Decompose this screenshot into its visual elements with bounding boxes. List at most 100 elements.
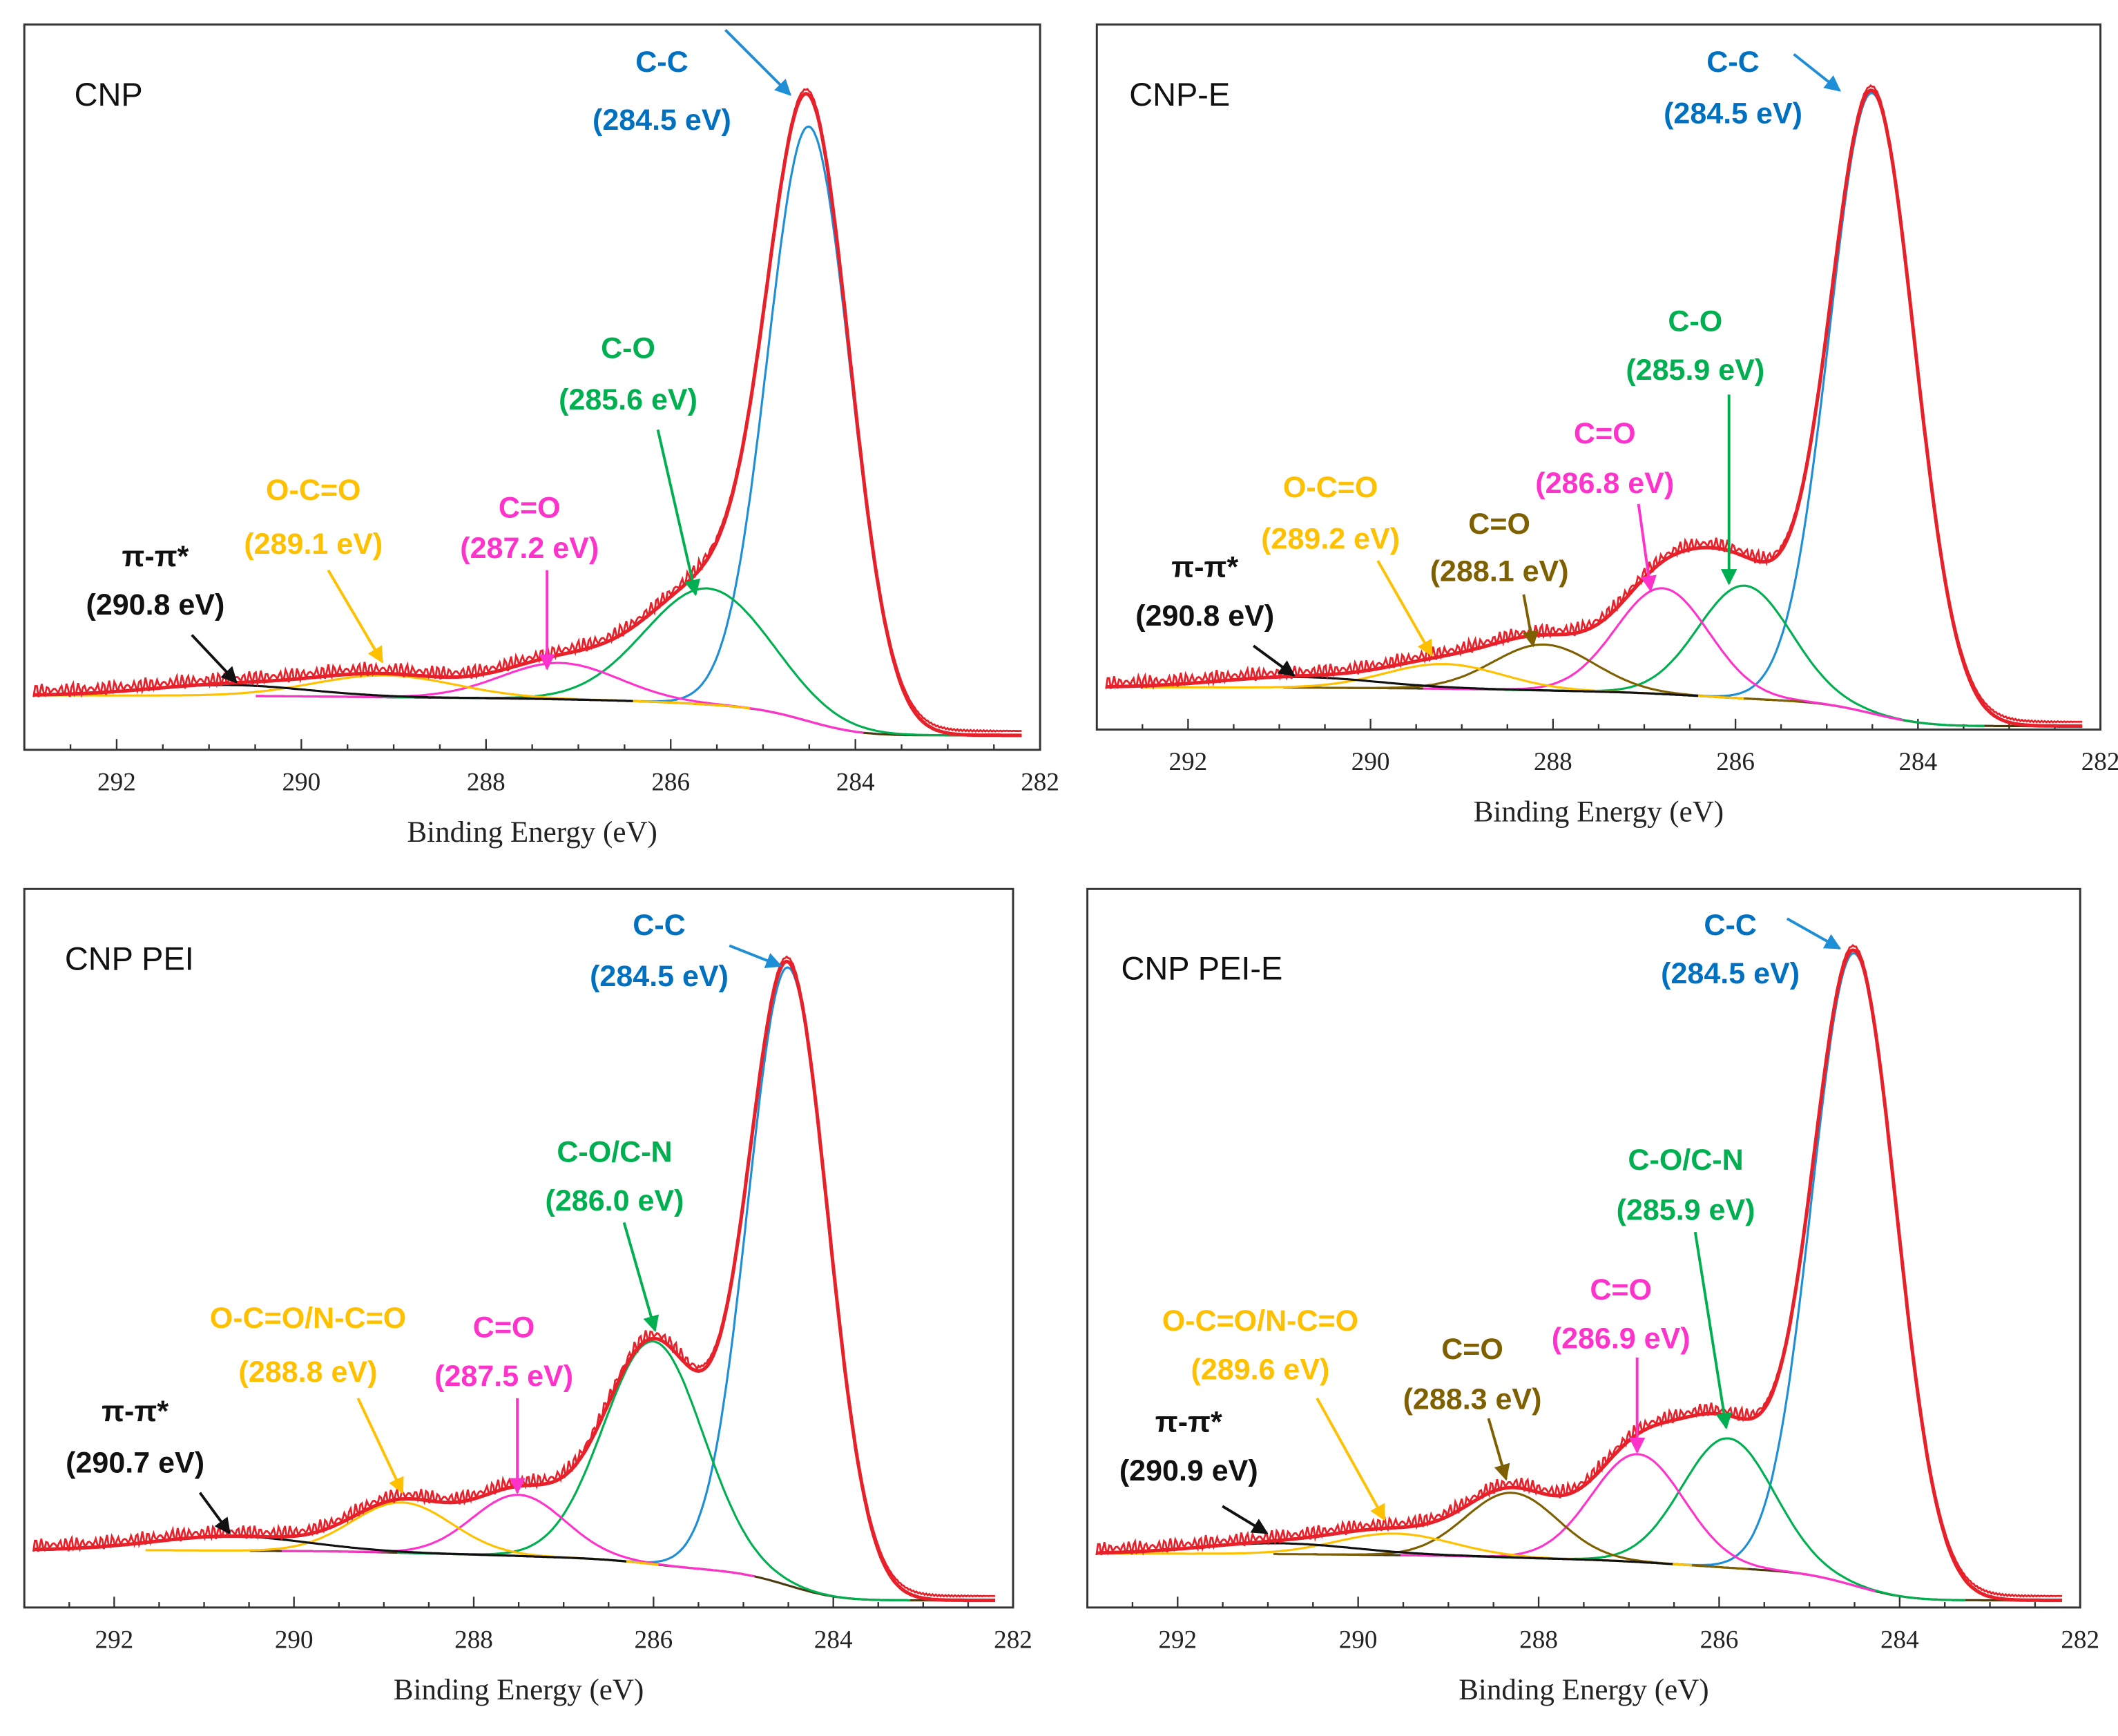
x-tick-label: 282: [2061, 1626, 2099, 1655]
component-curve: [256, 662, 864, 734]
background-line: [1313, 1553, 2063, 1602]
panel-3: 292 290 288 286 284 282 Binding Energy (eV) CNP…: [1086, 887, 2099, 1706]
peak-arrow: [1786, 917, 1842, 950]
peak-energy-label: (285.6 eV): [559, 383, 697, 416]
peak-arrow: [1693, 1231, 1733, 1430]
raw-data-line: [32, 955, 995, 1598]
x-tick-label: 290: [1339, 1626, 1378, 1655]
peak-label: C=O: [1468, 508, 1530, 541]
x-tick-label: 282: [2081, 748, 2118, 776]
panel-title: CNP-E: [1129, 77, 1230, 113]
x-tick-label: 284: [814, 1626, 853, 1655]
peak-energy-label: (290.9 eV): [1119, 1454, 1258, 1487]
peak-label: C=O: [499, 491, 561, 524]
panel-0: 292 290 288 286 284 282 Binding Energy (eV) CNP…: [23, 23, 1059, 849]
peak-label: π-π*: [1171, 550, 1238, 584]
x-axis-label: Binding Energy (eV): [394, 1674, 644, 1706]
peak-arrow: [1376, 560, 1434, 657]
x-tick-label: 292: [1158, 1626, 1197, 1655]
peak-arrow: [622, 1222, 660, 1333]
component-curve: [1423, 587, 1904, 722]
envelope-line: [33, 959, 995, 1603]
peak-label: O-C=O/N-C=O: [1162, 1304, 1358, 1338]
component-curve: [1490, 1437, 1966, 1601]
raw-data-line: [32, 88, 1022, 733]
peak-energy-label: (287.2 eV): [460, 532, 599, 565]
peak-label: O-C=O/N-C=O: [210, 1302, 406, 1335]
peak-label: C=O: [1441, 1333, 1503, 1366]
x-tick-label: 288: [454, 1626, 493, 1655]
peak-energy-label: (288.8 eV): [239, 1356, 378, 1389]
panel-title: CNP: [75, 77, 143, 113]
peak-label: C-O: [601, 332, 655, 365]
peak-arrow: [1316, 1397, 1386, 1521]
peak-label: π-π*: [102, 1395, 169, 1428]
peak-arrow: [724, 28, 791, 96]
x-tick-label: 282: [1021, 769, 1059, 797]
peak-energy-label: (285.9 eV): [1617, 1194, 1755, 1227]
peak-energy-label: (287.5 eV): [434, 1360, 573, 1393]
x-tick-label: 290: [282, 769, 320, 797]
x-tick-label: 284: [1880, 1626, 1919, 1655]
peak-arrow: [1637, 503, 1657, 592]
peak-label: C-C: [1704, 909, 1756, 942]
peak-arrow: [656, 429, 701, 597]
peak-label: C-C: [635, 46, 688, 79]
peak-label: C-O/C-N: [1628, 1144, 1743, 1177]
peak-energy-label: (285.9 eV): [1626, 354, 1764, 387]
x-tick-label: 286: [1700, 1626, 1739, 1655]
peak-energy-label: (284.5 eV): [590, 960, 729, 993]
peak-label: O-C=O: [1283, 471, 1378, 504]
panel-1: 292 290 288 286 284 282 Binding Energy (eV) CNP…: [1095, 23, 2118, 829]
x-tick-label: 286: [651, 769, 690, 797]
x-tick-label: 290: [275, 1626, 314, 1655]
raw-data-line: [1095, 944, 2063, 1598]
peak-arrow: [327, 569, 384, 664]
envelope-line: [1096, 948, 2063, 1603]
peak-energy-label: (288.3 eV): [1403, 1382, 1542, 1416]
peak-arrow: [198, 1492, 231, 1535]
peak-label: O-C=O: [266, 474, 360, 507]
peak-energy-label: (289.1 eV): [244, 528, 383, 561]
component-curve: [383, 587, 1022, 737]
peak-energy-label: (288.1 eV): [1430, 554, 1569, 588]
component-curve: [581, 966, 995, 1602]
x-tick-label: 284: [836, 769, 875, 797]
component-curve: [1504, 584, 1985, 727]
peak-arrow: [1522, 594, 1539, 648]
peak-label: C-C: [633, 909, 685, 942]
envelope-line: [33, 91, 1022, 737]
peak-energy-label: (284.5 eV): [593, 104, 731, 137]
peak-energy-label: (284.5 eV): [1661, 957, 1800, 990]
x-tick-label: 292: [95, 1626, 134, 1655]
peak-arrow: [729, 944, 782, 968]
peak-energy-label: (290.8 eV): [86, 588, 225, 621]
peak-arrow: [1222, 1505, 1269, 1535]
peak-energy-label: (290.8 eV): [1135, 599, 1274, 633]
peak-arrow: [1487, 1418, 1510, 1481]
peak-energy-label: (284.5 eV): [1664, 97, 1802, 130]
raw-data-line: [1105, 84, 2083, 724]
component-curve: [33, 684, 633, 702]
peak-label: π-π*: [1155, 1406, 1222, 1439]
component-curve: [282, 1494, 755, 1578]
x-tick-label: 288: [1519, 1626, 1558, 1655]
peak-energy-label: (286.0 eV): [546, 1184, 684, 1217]
x-tick-label: 288: [1534, 748, 1572, 776]
peak-label: C-O/C-N: [557, 1135, 672, 1168]
peak-energy-label: (289.2 eV): [1261, 522, 1400, 555]
x-tick-label: 288: [467, 769, 506, 797]
panel-title: CNP PEI-E: [1121, 950, 1282, 986]
x-tick-label: 286: [1716, 748, 1755, 776]
peak-arrow: [1793, 52, 1841, 92]
x-tick-label: 286: [634, 1626, 673, 1655]
peak-energy-label: (289.6 eV): [1191, 1353, 1330, 1386]
x-tick-label: 292: [97, 769, 136, 797]
peak-label: π-π*: [122, 540, 189, 573]
x-axis-label: Binding Energy (eV): [407, 816, 657, 849]
peak-energy-label: (290.7 eV): [66, 1446, 204, 1479]
peak-label: C-C: [1706, 46, 1759, 79]
component-curve: [1653, 92, 2083, 727]
panel-title: CNP PEI: [65, 941, 194, 977]
